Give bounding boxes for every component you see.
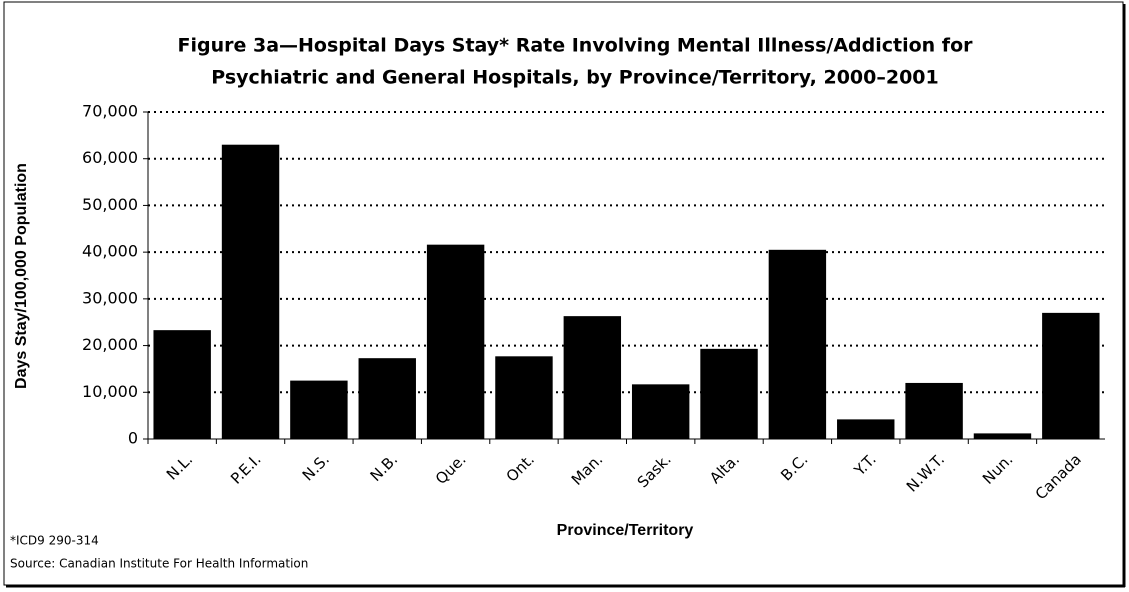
bar — [563, 316, 622, 439]
bar — [1042, 312, 1100, 439]
bar — [495, 356, 553, 439]
y-axis-label: Days Stay/100,000 Population — [13, 163, 30, 389]
chart-title: Psychiatric and General Hospitals, by Pr… — [211, 67, 939, 89]
bar — [153, 330, 211, 439]
chart-title: Figure 3a—Hospital Days Stay* Rate Invol… — [178, 35, 974, 57]
y-tick-label: 40,000 — [82, 242, 138, 261]
bar — [426, 244, 485, 439]
y-tick-label: 30,000 — [82, 288, 138, 307]
bar — [837, 419, 895, 439]
y-tick-label: 0 — [128, 429, 138, 448]
bar — [221, 144, 280, 439]
y-tick-label: 20,000 — [82, 335, 138, 354]
bar — [358, 358, 416, 439]
bar — [905, 382, 963, 439]
bar — [290, 380, 348, 439]
y-tick-label: 60,000 — [82, 148, 138, 167]
bar — [700, 348, 758, 439]
x-axis-label: Province/Territory — [557, 522, 694, 539]
source-note: Source: Canadian Institute For Health In… — [10, 557, 308, 571]
y-tick-label: 10,000 — [82, 382, 138, 401]
bar — [631, 384, 690, 439]
bar — [973, 433, 1032, 439]
y-tick-label: 70,000 — [82, 102, 138, 121]
frame — [3, 1, 1124, 586]
footnote: *ICD9 290-314 — [10, 534, 99, 548]
bar — [768, 249, 827, 439]
y-tick-label: 50,000 — [82, 195, 138, 214]
